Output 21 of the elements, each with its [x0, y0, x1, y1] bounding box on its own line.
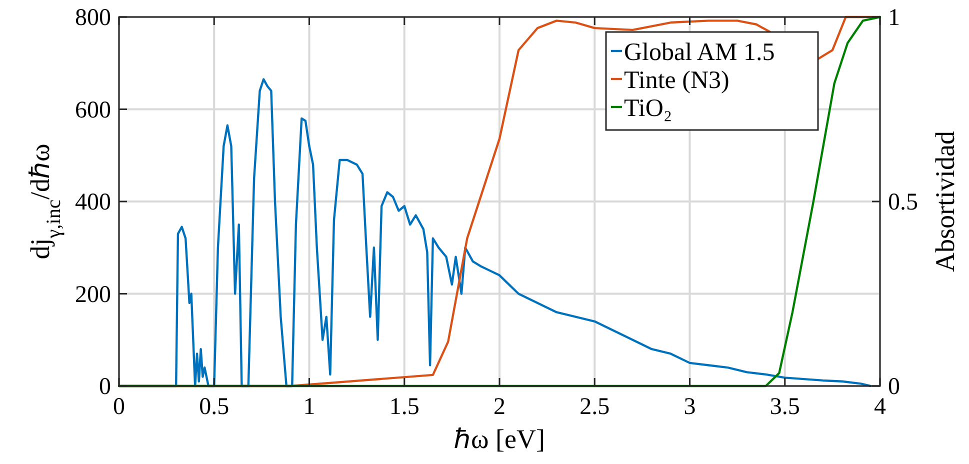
- x-tick-label: 2.5: [580, 394, 610, 420]
- y-tick-label: 800: [75, 5, 111, 31]
- y2-axis-title: Absortividad: [930, 130, 960, 272]
- x-axis-title: ℏω [eV]: [454, 424, 545, 454]
- x-tick-label: 3.5: [770, 394, 800, 420]
- x-tick-label: 2: [494, 394, 506, 420]
- legend-label: Global AM 1.5: [624, 39, 775, 66]
- y-tick-label: 600: [75, 97, 111, 124]
- x-tick-label: 3: [684, 394, 696, 420]
- x-tick-label: 0.5: [199, 394, 230, 420]
- y2-tick-label: 0: [888, 374, 900, 400]
- y-tick-label: 400: [75, 190, 111, 216]
- legend-label: TiO₂: [624, 95, 672, 122]
- y-tick-label: 200: [75, 282, 111, 308]
- y2-tick-label: 0.5: [888, 190, 918, 216]
- y2-tick-label: 1: [888, 5, 900, 31]
- y-tick-label: 0: [99, 374, 111, 400]
- legend-label: Tinte (N3): [624, 67, 730, 94]
- x-tick-label: 1.5: [389, 394, 420, 420]
- x-tick-label: 4: [874, 394, 886, 420]
- x-tick-label: 1: [303, 394, 316, 420]
